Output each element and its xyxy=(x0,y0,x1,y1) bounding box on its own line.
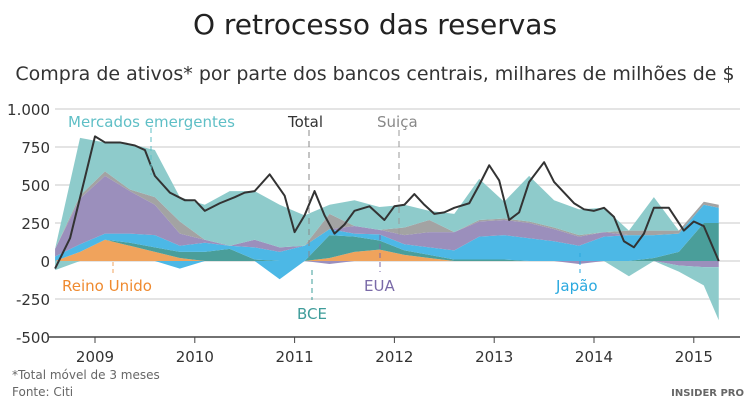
y-tick-label: 1.000 xyxy=(7,101,50,119)
footer-note: *Total móvel de 3 meses xyxy=(12,368,160,382)
y-tick-label: 750 xyxy=(21,139,50,157)
y-tick-label: -500 xyxy=(16,329,50,347)
x-tick-label: 2012 xyxy=(375,348,413,366)
x-tick-label: 2010 xyxy=(176,348,214,366)
chart-subtitle: Compra de ativos* por parte dos bancos c… xyxy=(15,63,734,85)
total-line xyxy=(54,135,720,270)
y-tick-label: 0 xyxy=(40,253,50,271)
x-tick-label: 2013 xyxy=(475,348,513,366)
chart-title: O retrocesso das reservas xyxy=(193,8,557,41)
annotation-em: Mercados emergentes xyxy=(68,113,235,131)
area-reino-unido xyxy=(55,239,719,261)
y-tick-label: -250 xyxy=(16,291,50,309)
annotation-bce: BCE xyxy=(297,305,327,323)
annotation-total: Total xyxy=(287,113,323,131)
y-tick-label: 500 xyxy=(21,177,50,195)
area-bce xyxy=(55,223,719,261)
insider-pro-logo: INSIDER PRO xyxy=(671,388,744,399)
area-japao xyxy=(55,204,719,261)
x-tick-label: 2014 xyxy=(575,348,613,366)
y-tick-label: 250 xyxy=(21,215,50,233)
x-tick-label: 2009 xyxy=(76,348,114,366)
area-mercados-emergentes xyxy=(55,137,719,249)
x-tick-label: 2015 xyxy=(675,348,713,366)
x-tick-label: 2011 xyxy=(276,348,314,366)
area-eua xyxy=(55,175,719,257)
annotation-uk: Reino Unido xyxy=(62,277,152,295)
annotation-suica: Suiça xyxy=(377,113,418,131)
annotation-eua: EUA xyxy=(364,277,395,295)
annotation-japao: Japão xyxy=(555,277,598,295)
footer-source: Fonte: Citi xyxy=(12,385,73,399)
